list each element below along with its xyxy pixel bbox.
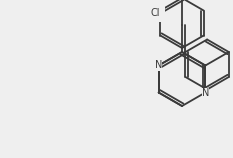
Text: N: N: [155, 61, 162, 70]
Text: N: N: [202, 88, 209, 97]
Text: Cl: Cl: [151, 7, 160, 18]
